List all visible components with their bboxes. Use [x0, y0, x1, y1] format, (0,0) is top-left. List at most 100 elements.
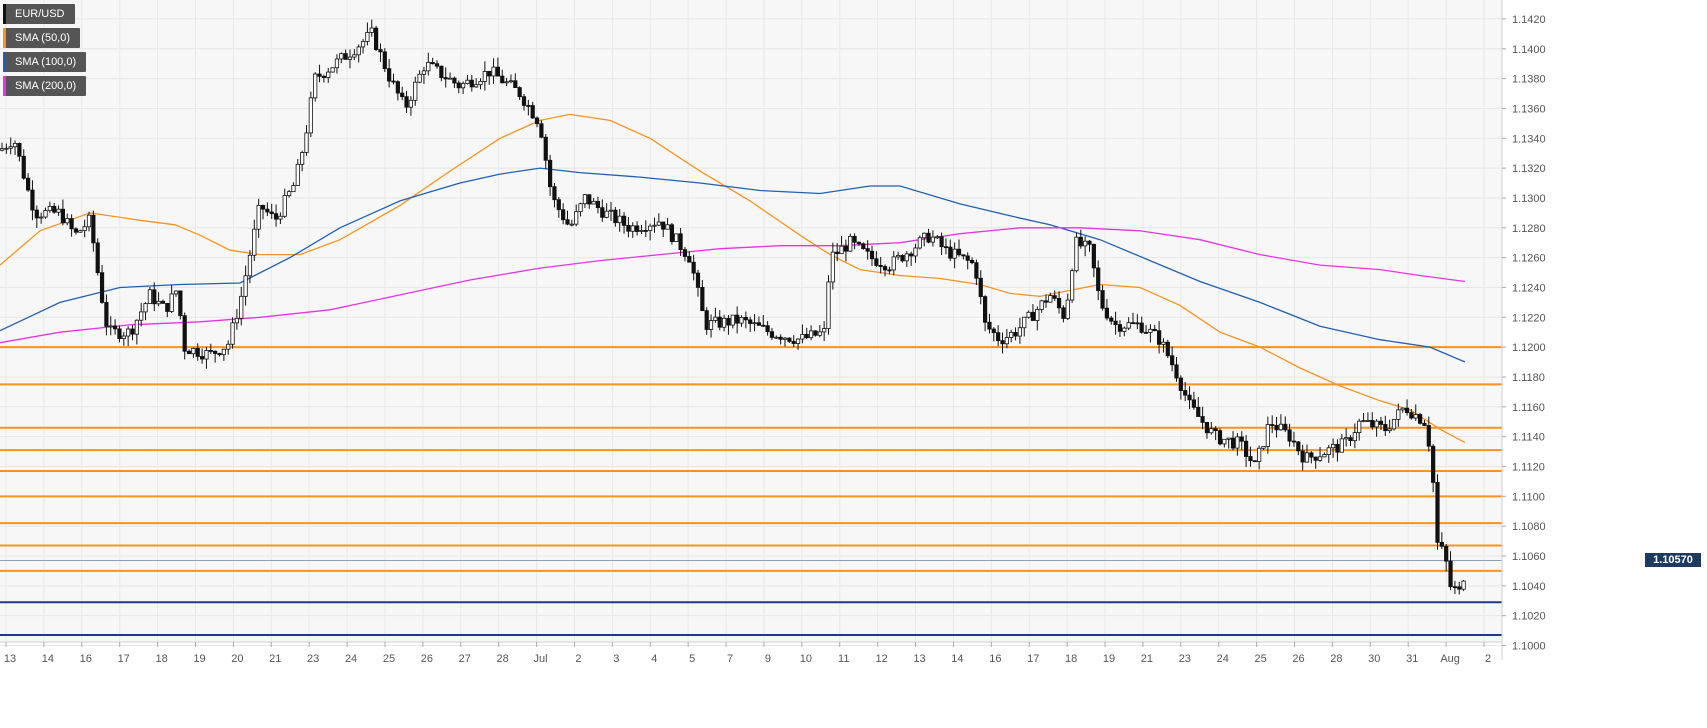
candle-body: [1104, 307, 1109, 319]
legend-swatch: [3, 76, 6, 96]
candle-body: [1200, 416, 1205, 423]
candle-body: [143, 303, 148, 313]
candle-body: [186, 350, 192, 355]
candle-body: [1096, 267, 1101, 291]
candle-body: [452, 77, 457, 84]
candle-body: [95, 242, 100, 274]
candle-body: [426, 61, 431, 72]
y-tick-label: 1.1060: [1512, 551, 1546, 563]
candle-body: [626, 224, 631, 232]
legend: EUR/USD SMA (50,0) SMA (100,0) SMA (200,0): [3, 4, 87, 100]
candle-body: [913, 247, 918, 257]
candle-body: [1418, 414, 1423, 424]
candle-body: [682, 249, 688, 257]
candle-body: [487, 71, 492, 77]
candle-body: [530, 105, 535, 119]
candle-body: [1248, 456, 1253, 462]
candle-body: [1296, 441, 1301, 452]
candle-body: [1344, 437, 1349, 440]
candle-body: [1413, 414, 1418, 419]
candle-body: [987, 321, 992, 330]
candle-body: [382, 51, 387, 70]
legend-item[interactable]: SMA (200,0): [3, 76, 87, 96]
candle-body: [656, 221, 661, 226]
candle-body: [321, 75, 327, 78]
candle-body: [695, 272, 701, 288]
candle-body: [182, 315, 187, 352]
x-tick-label: 16: [80, 653, 92, 665]
candle-body: [569, 223, 574, 226]
y-tick-label: 1.1200: [1512, 342, 1546, 354]
legend-item[interactable]: EUR/USD: [3, 4, 75, 24]
candle-body: [34, 209, 39, 219]
candle-body: [600, 207, 605, 218]
candle-body: [935, 236, 940, 239]
sma-line: [0, 227, 1466, 344]
candle-body: [1378, 420, 1384, 425]
candle-body: [613, 209, 618, 224]
candle-body: [491, 66, 496, 77]
candle-body: [1317, 456, 1323, 461]
candle-body: [147, 289, 152, 305]
candle-body: [539, 123, 544, 138]
candle-body: [121, 335, 126, 339]
candle-body: [208, 349, 213, 352]
y-tick-label: 1.1000: [1512, 641, 1546, 653]
candle-body: [782, 337, 788, 340]
x-tick-label: 12: [876, 653, 888, 665]
candle-body: [156, 300, 161, 305]
candle-body: [882, 266, 888, 271]
y-tick-label: 1.1300: [1512, 193, 1546, 205]
candle-body: [160, 300, 166, 304]
legend-item[interactable]: SMA (100,0): [3, 52, 87, 72]
candle-body: [108, 325, 113, 328]
candle-body: [4, 147, 9, 150]
candle-body: [565, 219, 570, 225]
x-tick-label: 19: [193, 653, 205, 665]
candle-body: [1152, 328, 1157, 332]
candle-body: [869, 250, 875, 260]
candle-body: [1335, 443, 1340, 453]
candle-body: [1444, 545, 1449, 562]
y-tick-label: 1.1020: [1512, 611, 1546, 623]
x-tick-label: 14: [42, 653, 54, 665]
candle-body: [669, 224, 675, 242]
legend-item[interactable]: SMA (50,0): [3, 28, 81, 48]
candle-body: [1043, 300, 1049, 303]
candle-body: [1204, 421, 1210, 434]
candle-body: [591, 200, 596, 205]
candle-body: [534, 117, 540, 125]
candle-body: [1056, 297, 1062, 309]
candle-body: [126, 328, 131, 337]
candle-body: [317, 73, 322, 77]
candle-body: [1070, 270, 1075, 301]
candle-body: [139, 311, 144, 321]
candle-body: [787, 337, 792, 342]
candle-body: [1339, 438, 1344, 453]
candle-body: [152, 289, 157, 305]
candle-body: [648, 225, 653, 231]
candle-body: [1348, 437, 1353, 442]
candle-body: [1313, 456, 1318, 461]
candle-body: [21, 155, 26, 179]
y-axis: 1.1000 1.1020 1.1040 1.1060 1.1080 1.1100 1.11…: [1502, 14, 1546, 653]
y-tick-label: 1.1040: [1512, 581, 1546, 593]
candle-body: [173, 290, 179, 295]
candle-body: [1074, 236, 1079, 272]
candle-body: [252, 228, 257, 256]
candle-body: [1452, 586, 1457, 589]
candle-body: [1148, 328, 1153, 333]
candle-body: [1000, 340, 1005, 345]
x-tick-label: 7: [727, 653, 733, 665]
candle-body: [73, 228, 79, 233]
candle-body: [965, 255, 970, 261]
candle-body: [708, 320, 714, 330]
candle-body: [99, 272, 105, 303]
candle-body: [434, 63, 440, 67]
candle-body: [543, 136, 548, 161]
y-tick-label: 1.1160: [1512, 402, 1545, 414]
y-tick-label: 1.1400: [1512, 44, 1546, 56]
candle-body: [1061, 307, 1066, 319]
candle-body: [769, 331, 775, 338]
